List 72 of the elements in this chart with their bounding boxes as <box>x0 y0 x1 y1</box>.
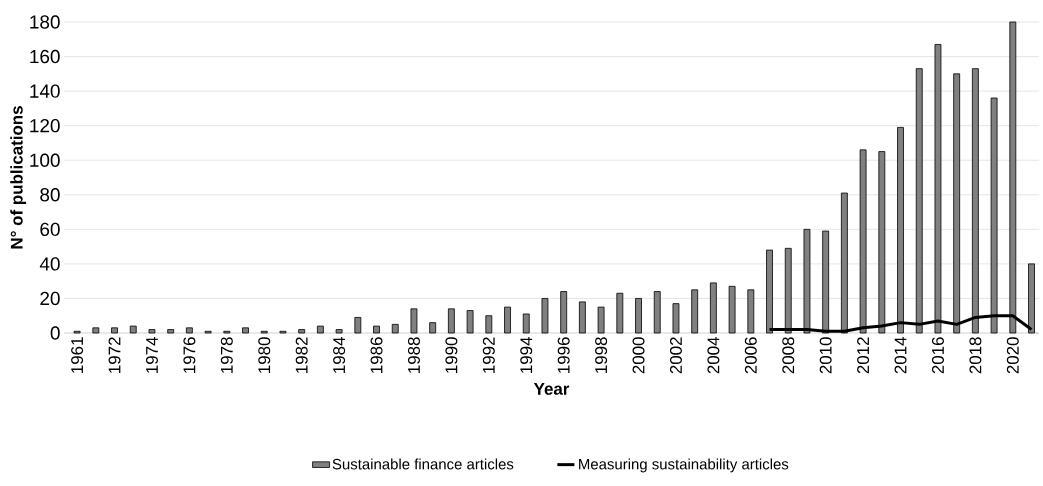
x-tick-label: 1984 <box>333 337 346 373</box>
bar <box>597 306 605 334</box>
x-tick-label: 2010 <box>819 337 832 374</box>
x-tick-label: 2004 <box>707 337 720 374</box>
bar <box>298 329 306 334</box>
bar <box>653 291 661 334</box>
bar <box>691 289 699 334</box>
bar <box>148 329 156 334</box>
bar <box>635 298 642 334</box>
y-tick-label: 0 <box>50 326 60 340</box>
x-tick-label: 1986 <box>370 337 383 373</box>
x-tick-label: 1998 <box>595 337 608 373</box>
x-tick-label: 1972 <box>108 337 121 373</box>
bar <box>709 282 717 334</box>
bar <box>316 325 324 334</box>
y-tick-label: 20 <box>40 291 60 306</box>
bar <box>391 323 399 334</box>
y-tick-label: 40 <box>39 257 60 271</box>
bar <box>616 292 624 334</box>
x-tick-label: 1996 <box>557 337 570 373</box>
bar <box>541 298 549 334</box>
x-tick-label: 2000 <box>632 337 645 374</box>
x-tick-label: 2012 <box>857 337 870 374</box>
y-tick-label: 100 <box>30 153 60 167</box>
x-tick-label: 1980 <box>258 337 271 373</box>
bar <box>242 327 249 334</box>
x-tick-label: 2008 <box>782 337 795 374</box>
y-tick-label: 80 <box>40 188 60 202</box>
bar <box>129 325 137 334</box>
x-tick-label: 1990 <box>445 337 458 373</box>
bar <box>522 313 530 334</box>
bar <box>504 306 511 334</box>
bar <box>410 308 418 334</box>
bar <box>728 285 736 334</box>
legend-label: Sustainable finance articles <box>332 458 514 470</box>
bar <box>447 308 455 334</box>
x-tick-label: 1976 <box>183 337 196 373</box>
bar <box>111 327 118 334</box>
x-tick-label: 1982 <box>295 337 308 373</box>
x-tick-label: 1974 <box>145 337 158 373</box>
bar <box>354 317 362 334</box>
x-tick-label: 2006 <box>744 337 757 374</box>
x-tick-label: 2016 <box>931 337 944 374</box>
x-tick-label: 1978 <box>220 337 233 373</box>
y-tick-label: 140 <box>30 84 60 98</box>
bar <box>373 325 380 334</box>
legend-label: Measuring sustainability articles <box>579 458 789 473</box>
bar <box>167 329 175 334</box>
x-tick-label: 2020 <box>1006 337 1019 374</box>
bar <box>185 327 193 334</box>
x-tick-label: 2014 <box>894 337 907 374</box>
y-axis-title: N° of publications <box>10 106 27 249</box>
x-tick-label: 1961 <box>71 337 84 373</box>
bar <box>429 322 437 334</box>
bar <box>466 310 474 334</box>
bar <box>747 289 755 334</box>
bar <box>560 291 568 334</box>
x-tick-label: 1992 <box>482 337 495 373</box>
y-tick-label: 120 <box>30 118 60 133</box>
x-tick-label: 2018 <box>969 337 982 374</box>
x-axis-title: Year <box>533 383 570 395</box>
bar <box>485 315 493 334</box>
bar <box>92 327 100 334</box>
x-tick-label: 1994 <box>520 337 533 373</box>
y-tick-label: 160 <box>30 49 60 64</box>
bar <box>335 329 343 334</box>
x-tick-label: 1988 <box>407 337 420 373</box>
y-tick-label: 180 <box>30 15 60 29</box>
x-tick-label: 2002 <box>669 337 682 374</box>
bar <box>578 301 586 334</box>
bar <box>672 303 680 334</box>
y-tick-label: 60 <box>40 222 60 237</box>
